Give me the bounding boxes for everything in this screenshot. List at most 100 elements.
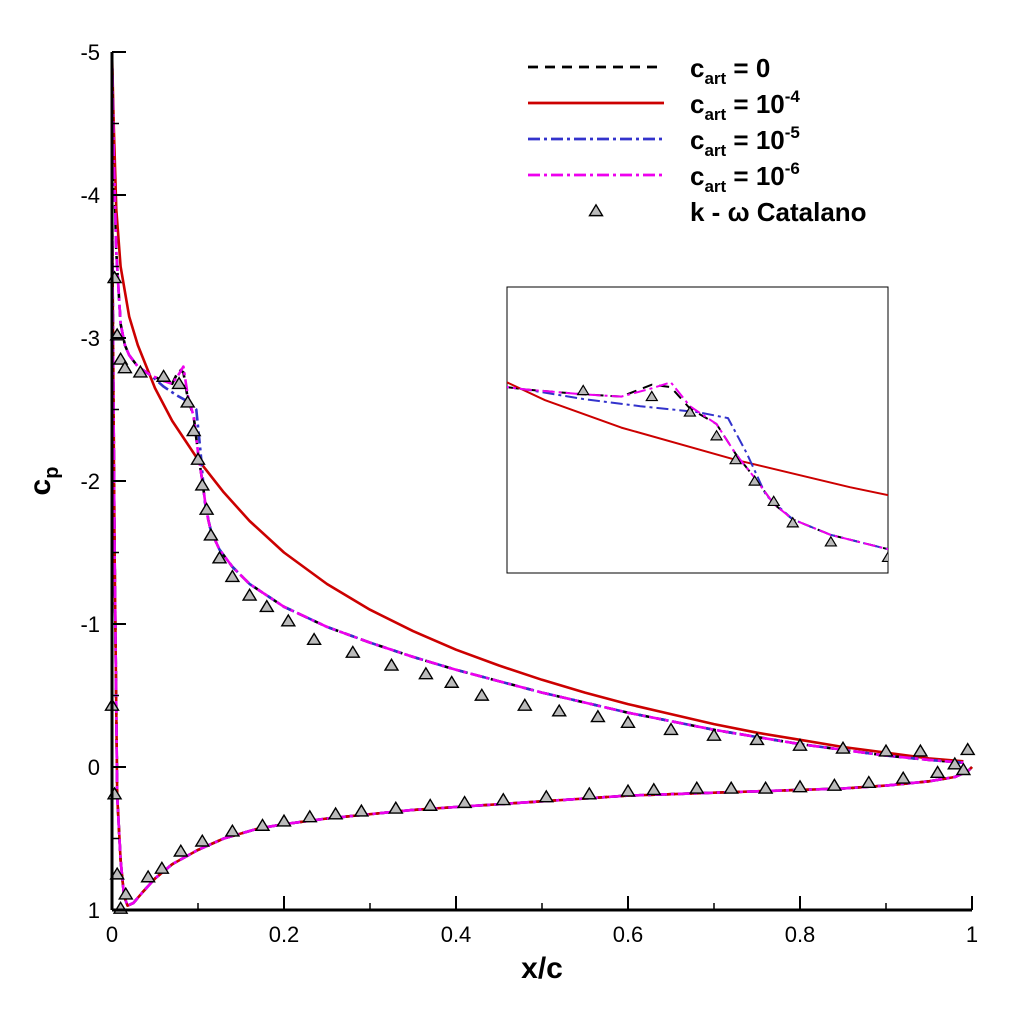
y-tick-label: -5 xyxy=(80,40,100,65)
ticks-layer: 0 0.2 0.4 0.6 0.8 1-5-4-3-2-101 xyxy=(80,40,978,947)
reference-marker xyxy=(706,728,722,741)
series-line-4-upper xyxy=(110,51,964,764)
reference-marker xyxy=(456,795,473,809)
reference-marker xyxy=(203,527,219,541)
reference-marker xyxy=(646,782,662,796)
reference-marker xyxy=(132,364,149,378)
reference-marker xyxy=(194,833,211,847)
inset-reference-marker xyxy=(767,495,781,507)
reference-marker xyxy=(620,715,636,729)
y-tick-label: 1 xyxy=(88,898,100,923)
inset-reference-marker xyxy=(786,516,800,528)
reference-marker xyxy=(254,818,271,831)
reference-marker xyxy=(749,732,765,746)
y-axis-title-main: cp xyxy=(24,467,63,496)
y-tick-label: -2 xyxy=(80,469,100,494)
reference-marker xyxy=(663,722,679,736)
inset-series-layer xyxy=(507,381,888,551)
reference-marker xyxy=(912,743,929,757)
reference-marker xyxy=(418,666,434,680)
inset-series-line-4 xyxy=(507,381,888,551)
reference-marker xyxy=(276,813,292,827)
y-tick-label: -4 xyxy=(80,183,100,208)
reference-marker xyxy=(689,780,705,794)
reference-marker xyxy=(757,780,774,794)
reference-marker xyxy=(792,738,808,751)
reference-marker xyxy=(474,687,490,701)
reference-marker xyxy=(517,697,533,711)
reference-marker xyxy=(895,770,911,784)
inset-reference-marker xyxy=(645,390,659,402)
x-tick-label: 0.8 xyxy=(785,922,816,947)
reference-marker xyxy=(861,775,877,789)
legend-swatch-reference xyxy=(588,203,604,217)
reference-marker xyxy=(185,423,202,437)
reference-marker xyxy=(302,809,318,823)
reference-marker xyxy=(118,886,134,900)
reference-marker xyxy=(955,762,972,776)
y-axis-title-letter: c xyxy=(24,479,57,496)
reference-marker xyxy=(190,452,206,465)
reference-marker xyxy=(171,376,187,390)
reference-marker xyxy=(590,709,606,723)
reference-marker xyxy=(538,789,555,803)
reference-marker xyxy=(112,351,129,365)
reference-marker-layer xyxy=(104,270,976,914)
reference-marker xyxy=(224,823,241,837)
reference-marker xyxy=(154,860,170,874)
inset-reference-marker xyxy=(748,474,762,486)
inset-reference-marker xyxy=(729,453,743,465)
y-tick-label: -1 xyxy=(80,612,100,637)
inset-reference-marker xyxy=(576,384,590,396)
x-tick-label: 0 xyxy=(106,922,118,947)
inset-marker-layer xyxy=(576,384,888,563)
x-tick-label: 1 xyxy=(966,922,978,947)
legend-label-1: cart = 0 xyxy=(690,53,770,88)
reference-marker xyxy=(241,587,258,601)
legend-label-reference: k - ω Catalano xyxy=(690,197,867,227)
reference-marker xyxy=(173,843,189,857)
reference-marker xyxy=(224,569,241,583)
reference-marker xyxy=(353,803,370,817)
reference-marker xyxy=(620,783,636,797)
reference-marker xyxy=(422,798,438,811)
reference-marker xyxy=(211,550,228,564)
reference-marker xyxy=(388,800,404,814)
reference-marker xyxy=(109,866,125,880)
reference-marker xyxy=(495,792,512,806)
reference-marker xyxy=(259,599,275,613)
zoom-inset xyxy=(506,286,889,574)
reference-marker xyxy=(194,477,211,491)
inset-reference-marker xyxy=(709,429,724,441)
reference-marker xyxy=(306,632,322,646)
reference-marker xyxy=(117,360,133,374)
reference-marker xyxy=(835,740,851,754)
y-tick-label: 0 xyxy=(88,755,100,780)
reference-marker xyxy=(140,869,156,883)
x-tick-label: 0.4 xyxy=(441,922,472,947)
reference-marker xyxy=(179,394,196,408)
reference-marker xyxy=(551,703,567,717)
reference-marker xyxy=(581,786,598,800)
reference-marker xyxy=(280,613,297,627)
reference-marker xyxy=(959,742,976,756)
reference-marker xyxy=(878,743,894,757)
legend-label-4: cart = 10-6 xyxy=(690,159,800,196)
legend-label-2: cart = 10-4 xyxy=(690,87,800,124)
reference-marker xyxy=(723,780,739,794)
inset-reference-marker xyxy=(881,551,888,563)
reference-marker xyxy=(155,369,172,382)
inset-reference-marker xyxy=(824,535,838,547)
x-tick-label: 0.6 xyxy=(613,922,644,947)
reference-marker xyxy=(383,657,400,671)
x-tick-label: 0.2 xyxy=(269,922,300,947)
reference-marker xyxy=(345,645,361,658)
inset-frame xyxy=(506,286,889,574)
reference-marker xyxy=(327,806,344,820)
reference-marker xyxy=(929,765,946,779)
inset-reference-marker xyxy=(683,405,697,417)
series-line-2-upper xyxy=(110,51,964,763)
legend-label-3: cart = 10-5 xyxy=(690,123,800,160)
